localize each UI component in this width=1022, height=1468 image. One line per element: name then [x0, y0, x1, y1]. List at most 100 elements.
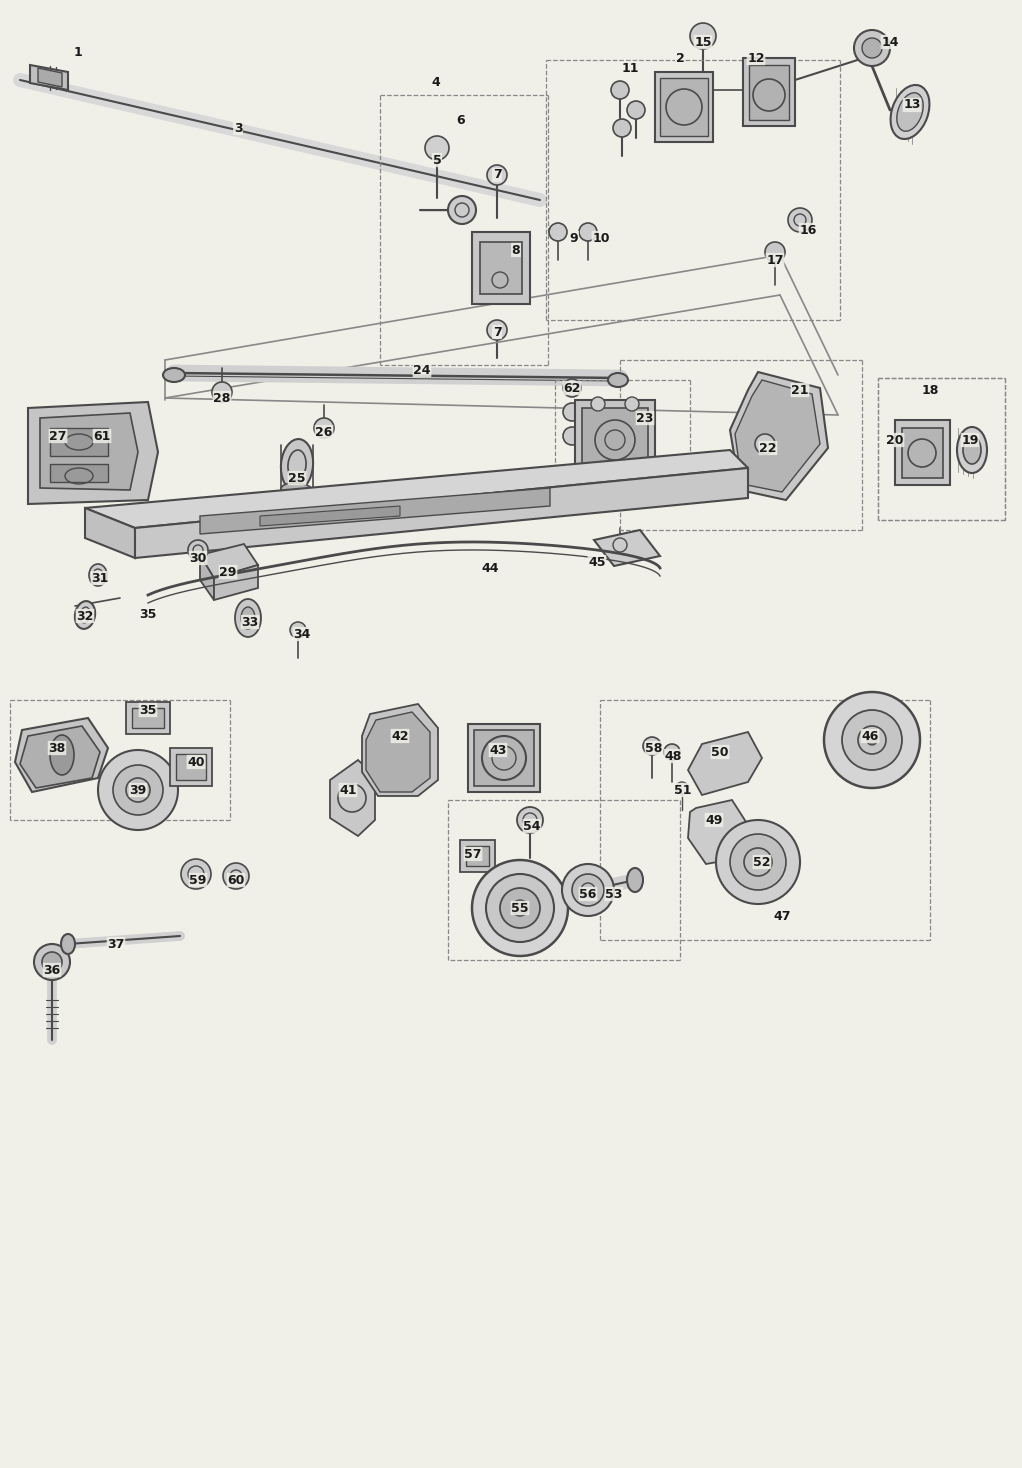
Text: 6: 6: [457, 113, 465, 126]
Bar: [50, 464, 108, 482]
Ellipse shape: [235, 599, 261, 637]
Text: 2: 2: [676, 51, 685, 65]
Polygon shape: [688, 800, 748, 865]
Circle shape: [613, 537, 628, 552]
Text: 55: 55: [511, 901, 528, 915]
Text: 13: 13: [903, 98, 921, 112]
Circle shape: [188, 540, 208, 559]
Circle shape: [42, 953, 62, 972]
Circle shape: [625, 396, 639, 411]
Ellipse shape: [89, 564, 107, 586]
Ellipse shape: [281, 483, 313, 498]
Circle shape: [611, 81, 629, 98]
Text: 48: 48: [664, 750, 682, 762]
Text: 10: 10: [593, 232, 610, 245]
Bar: [460, 840, 495, 872]
Circle shape: [181, 859, 211, 890]
Text: 36: 36: [43, 963, 60, 976]
Circle shape: [730, 834, 786, 890]
Circle shape: [563, 379, 580, 396]
Polygon shape: [730, 371, 828, 501]
Text: 16: 16: [799, 223, 817, 236]
Text: 12: 12: [747, 51, 764, 65]
Text: 24: 24: [413, 364, 430, 376]
Polygon shape: [260, 506, 400, 526]
Bar: [468, 724, 540, 793]
Circle shape: [563, 404, 580, 421]
Polygon shape: [594, 530, 660, 567]
Text: 54: 54: [523, 819, 541, 832]
Polygon shape: [28, 402, 158, 504]
Circle shape: [854, 29, 890, 66]
Circle shape: [517, 807, 543, 832]
Bar: [660, 78, 708, 137]
Text: 9: 9: [569, 232, 578, 245]
Text: 25: 25: [288, 471, 306, 484]
Circle shape: [549, 223, 567, 241]
Polygon shape: [688, 733, 762, 796]
Polygon shape: [85, 451, 748, 528]
Text: 8: 8: [512, 244, 520, 257]
Circle shape: [664, 744, 680, 760]
Bar: [895, 420, 950, 484]
Polygon shape: [362, 705, 438, 796]
Polygon shape: [214, 565, 258, 600]
Bar: [575, 399, 655, 480]
Ellipse shape: [957, 427, 987, 473]
Circle shape: [290, 622, 306, 639]
Text: 14: 14: [881, 35, 898, 48]
Text: 50: 50: [711, 746, 729, 759]
Ellipse shape: [608, 373, 628, 388]
Circle shape: [314, 418, 334, 437]
Text: 44: 44: [481, 561, 499, 574]
Circle shape: [487, 164, 507, 185]
Text: 7: 7: [493, 169, 502, 182]
Text: 15: 15: [694, 35, 711, 48]
Text: 46: 46: [862, 730, 879, 743]
Polygon shape: [85, 508, 135, 558]
Text: 39: 39: [130, 784, 146, 797]
Ellipse shape: [75, 600, 95, 628]
Text: 35: 35: [139, 608, 156, 621]
Text: 1: 1: [74, 46, 83, 59]
Circle shape: [824, 691, 920, 788]
Text: 41: 41: [339, 784, 357, 797]
Text: 20: 20: [886, 433, 903, 446]
Text: 22: 22: [759, 442, 777, 455]
Circle shape: [643, 737, 661, 755]
Circle shape: [487, 320, 507, 341]
Bar: [655, 72, 713, 142]
Circle shape: [512, 900, 528, 916]
Circle shape: [862, 38, 882, 59]
Text: 29: 29: [220, 565, 237, 578]
Text: 23: 23: [637, 411, 654, 424]
Text: 17: 17: [766, 254, 784, 267]
Ellipse shape: [61, 934, 75, 954]
Text: 43: 43: [490, 743, 507, 756]
Polygon shape: [15, 718, 108, 793]
Circle shape: [223, 863, 249, 890]
Text: 45: 45: [589, 555, 606, 568]
Ellipse shape: [628, 868, 643, 893]
Bar: [132, 708, 164, 728]
Text: 18: 18: [921, 383, 938, 396]
Circle shape: [628, 101, 645, 119]
Circle shape: [133, 785, 143, 796]
Polygon shape: [200, 555, 214, 600]
Text: 28: 28: [214, 392, 231, 405]
Bar: [126, 702, 170, 734]
Polygon shape: [200, 545, 258, 578]
Text: 60: 60: [227, 873, 244, 887]
Ellipse shape: [281, 439, 313, 490]
Text: 38: 38: [48, 741, 65, 755]
Text: 21: 21: [791, 383, 808, 396]
Ellipse shape: [890, 85, 929, 139]
Circle shape: [591, 396, 605, 411]
Text: 51: 51: [675, 784, 692, 797]
Circle shape: [613, 119, 631, 137]
Bar: [170, 749, 212, 785]
Text: 40: 40: [187, 756, 204, 769]
Polygon shape: [30, 65, 68, 90]
Text: 27: 27: [49, 430, 66, 442]
Circle shape: [765, 242, 785, 261]
